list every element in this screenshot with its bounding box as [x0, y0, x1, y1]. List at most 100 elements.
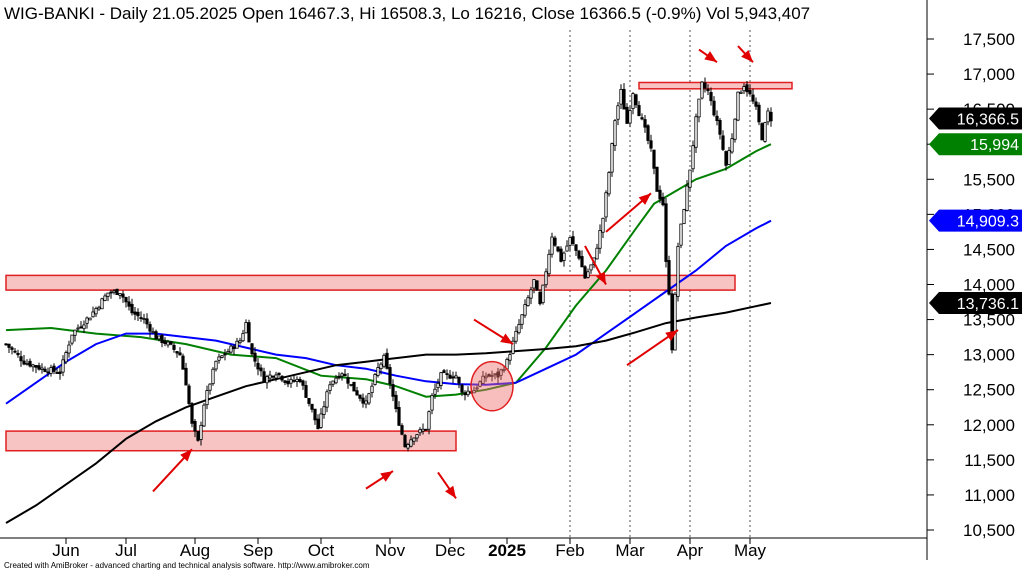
price-bar-body — [340, 373, 344, 377]
price-bar-body — [196, 431, 200, 441]
y-tick-label: 17,500 — [963, 30, 1015, 49]
price-bar-body — [52, 365, 56, 372]
price-bar-body — [655, 166, 659, 192]
price-bar-body — [382, 354, 386, 367]
price-bar-body — [373, 374, 377, 385]
price-bar-body — [64, 352, 68, 363]
price-bar-body — [124, 297, 128, 303]
price-bar-body — [61, 359, 65, 373]
price-bar-body — [67, 344, 71, 354]
price-bar-body — [160, 334, 164, 344]
price-bar-body — [361, 397, 365, 404]
price-bar-body — [34, 365, 38, 368]
price-bar-body — [154, 331, 158, 340]
price-bar-body — [460, 384, 464, 393]
price-bar-body — [250, 343, 254, 355]
price-bar-body — [289, 378, 293, 384]
price-bar-body — [715, 115, 719, 121]
price-bar-body — [112, 290, 116, 293]
price-bar-body — [319, 413, 323, 428]
price-bar-body — [163, 340, 167, 344]
y-tick-label: 13,000 — [963, 346, 1015, 365]
price-bar-body — [400, 425, 404, 435]
price-bar-body — [676, 246, 680, 297]
value-tag-label: 13,736.1 — [957, 296, 1019, 313]
price-bar-body — [760, 123, 764, 141]
price-bar-body — [634, 94, 638, 106]
x-tick-label: Jul — [115, 541, 137, 560]
chart-title: WIG-BANKI - Daily 21.05.2025 Open 16467.… — [4, 4, 810, 23]
price-bar-body — [730, 138, 734, 153]
price-bar-body — [31, 364, 35, 368]
y-tick-label: 12,500 — [963, 381, 1015, 400]
price-bar-body — [301, 380, 305, 386]
price-bar-body — [451, 376, 455, 379]
price-bar-body — [661, 196, 665, 206]
price-bar-body — [484, 375, 488, 379]
value-tag-label: 16,366.5 — [957, 112, 1019, 129]
price-bar-body — [292, 380, 296, 382]
price-bar-body — [217, 356, 221, 361]
price-bar-body — [583, 266, 587, 279]
price-bar-body — [463, 392, 467, 396]
price-bar-body — [436, 382, 440, 389]
price-bar-body — [571, 236, 575, 245]
price-bar-body — [322, 406, 326, 415]
price-bar-body — [535, 280, 539, 291]
arrow-head — [704, 51, 717, 63]
price-bar-body — [409, 439, 413, 447]
price-bar-body — [640, 117, 644, 120]
price-bar-body — [733, 118, 737, 140]
price-bar-body — [694, 116, 698, 148]
price-bar-body — [241, 333, 245, 342]
price-bar-body — [610, 143, 614, 173]
price-bar-body — [658, 189, 662, 200]
arrow-head — [595, 271, 606, 285]
price-bar-body — [331, 380, 335, 385]
price-bar-body — [499, 369, 503, 376]
price-bar-body — [385, 352, 389, 369]
price-bar-body — [265, 376, 269, 384]
software-credit: Created with AmiBroker - advanced charti… — [4, 561, 370, 570]
price-bar-body — [316, 418, 320, 430]
price-bar-body — [391, 384, 395, 397]
price-bar-body — [418, 429, 422, 434]
price-bar-body — [262, 371, 266, 383]
price-bar-body — [253, 352, 257, 362]
arrow-head — [500, 333, 513, 345]
price-bar-body — [229, 345, 233, 353]
price-bar-body — [139, 317, 143, 319]
price-zone — [638, 81, 793, 90]
price-bar-body — [370, 385, 374, 393]
price-bar-body — [127, 301, 131, 307]
price-bar-body — [433, 388, 437, 395]
price-bar-body — [223, 353, 227, 356]
price-bar-body — [649, 140, 653, 149]
x-tick-label: Jun — [52, 541, 79, 560]
x-axis-month-labels: Jun Jul Aug Sep Oct Nov Dec 2025 Feb Mar Apr May — [52, 538, 767, 560]
price-bar-body — [637, 105, 641, 117]
arrow-head — [180, 449, 192, 462]
price-bar-body — [379, 363, 383, 370]
price-bar-body — [697, 98, 701, 118]
x-tick-label: Feb — [555, 541, 584, 560]
price-bar-body — [646, 125, 650, 141]
price-bar-body — [280, 375, 284, 381]
price-bar-body — [346, 377, 350, 384]
price-bar-body — [631, 93, 635, 109]
price-bar-body — [472, 389, 476, 394]
price-bar-body — [178, 352, 182, 356]
price-bar-body — [607, 172, 611, 195]
price-bar-body — [103, 295, 107, 301]
price-bar-body — [598, 230, 602, 249]
y-tick-label: 14,500 — [963, 240, 1015, 259]
price-bar-body — [457, 376, 461, 384]
price-bar-body — [745, 84, 749, 93]
value-tag-shape — [929, 209, 1022, 232]
price-bar-body — [25, 362, 29, 365]
price-bar-body — [184, 367, 188, 386]
price-bar-body — [412, 437, 416, 442]
price-bar-body — [310, 403, 314, 410]
price-bar-body — [259, 367, 263, 372]
price-bar-body — [562, 252, 566, 261]
